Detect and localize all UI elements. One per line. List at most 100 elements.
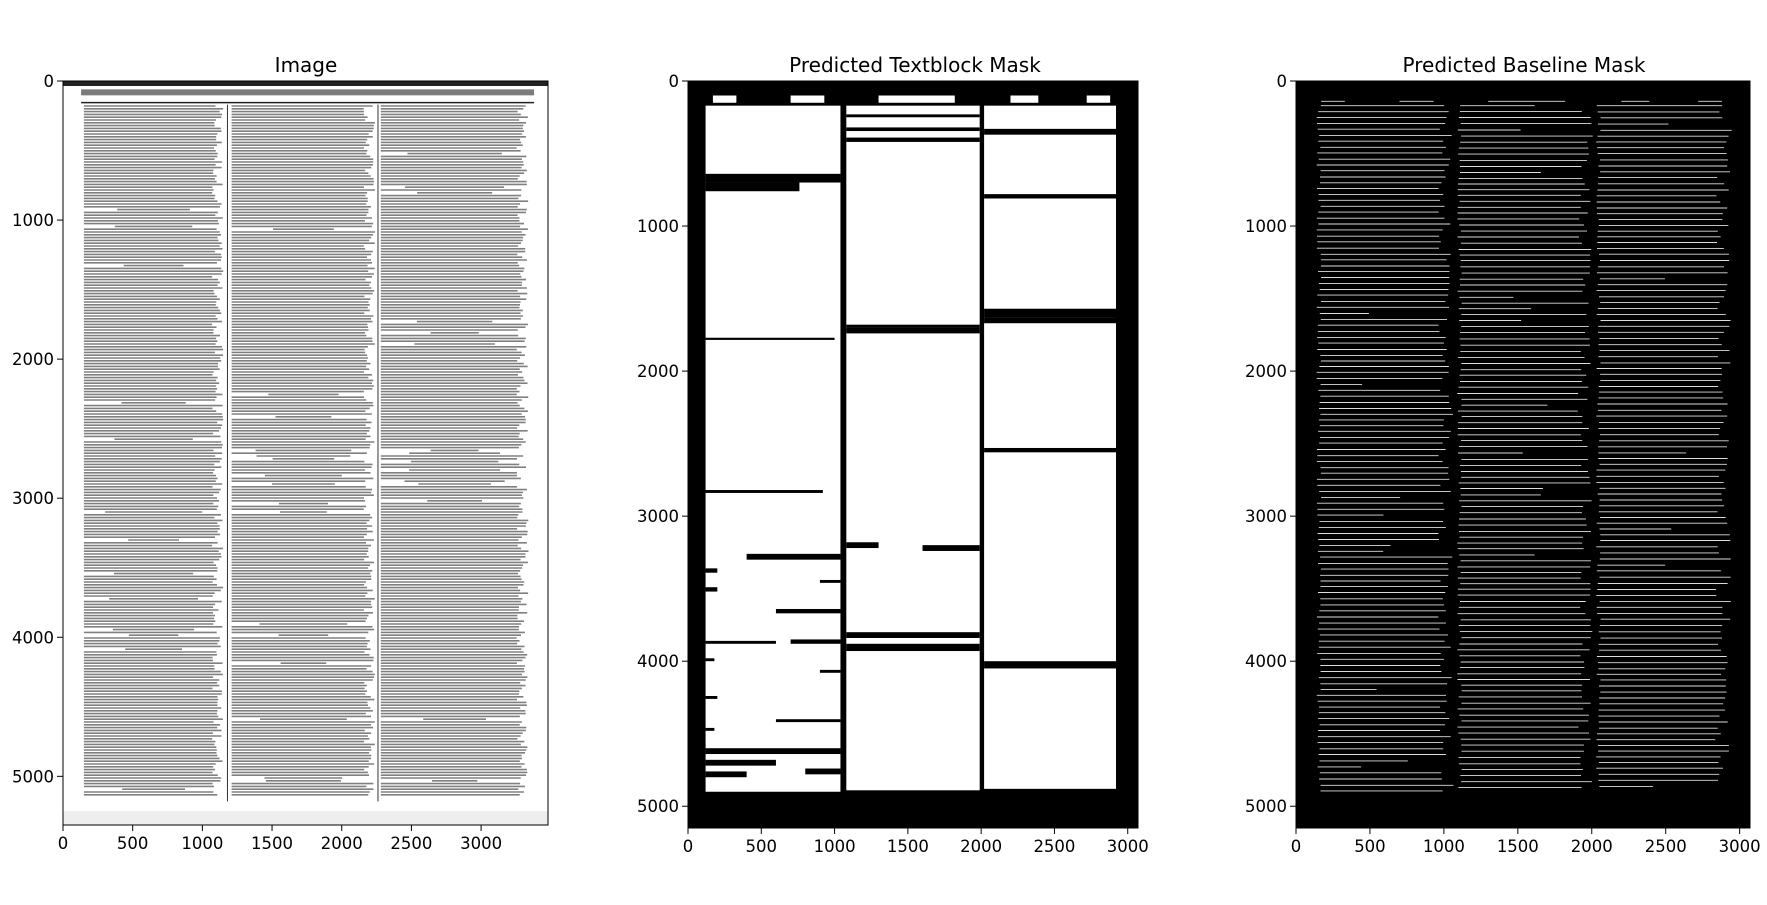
scan-text-column [231,105,376,796]
x-tick-label: 1500 [251,834,293,853]
mask-gap [819,579,841,583]
mask-gap [984,661,1117,669]
mask-gap [705,182,800,192]
x-tick-label: 500 [1354,837,1386,856]
mask-gap [705,658,715,662]
baseline-lines [1596,105,1732,787]
mask-gap [805,768,841,775]
panel-title-baseline-mask: Predicted Baseline Mask [1403,53,1646,77]
y-tick-label: 1000 [1245,217,1287,236]
y-tick-label: 4000 [1245,652,1287,671]
x-tick-label: 1000 [181,834,223,853]
mask-gap [819,669,841,673]
x-tick-label: 1500 [887,837,929,856]
y-tick-label: 2000 [12,350,54,369]
y-tick-label: 4000 [637,652,679,671]
header-block [1086,95,1111,103]
y-tick-label: 0 [44,72,55,91]
mask-gap [705,568,718,573]
scan-header-rule [81,101,535,104]
mask-gap [846,114,980,118]
mask-gap [922,545,980,551]
axes-image: 0 500 1000 1500 2000 2500 3000 0 1000 2000 3000 400… [12,72,549,853]
panel-baseline-mask: Predicted Baseline Mask 0 500 1000 1500 2000… [1245,53,1761,856]
y-tick-label: 1000 [12,211,54,230]
mask-gap [705,759,776,766]
mask-gap [846,542,879,549]
y-tick-label: 2000 [1245,362,1287,381]
scan-text-column [83,105,224,796]
baseline-lines [1316,105,1454,792]
header-block [1010,95,1039,103]
panel-image: Image 0 500 1000 1500 2000 2500 3000 0 1000 2000 3… [12,53,549,853]
column-2-block [846,105,980,791]
mask-gap [846,324,980,328]
mask-gap [984,447,1117,453]
scan-text-column [380,105,529,796]
mask-gap [746,553,841,560]
mask-gap [705,587,718,592]
mask-gap [705,771,747,778]
column-3-block [984,105,1117,789]
scan-top-edge [63,81,548,86]
mask-gap [846,632,980,638]
y-tick-label: 5000 [12,767,54,786]
x-tick-label: 2500 [1033,837,1075,856]
x-tick-label: 1000 [814,837,856,856]
y-tick-label: 4000 [12,628,54,647]
header-block [712,95,737,103]
textblock-mask [688,81,1138,828]
axes-frame [1295,80,1751,829]
baseline-lines [1457,105,1593,789]
mask-gap [846,137,980,142]
x-tick-label: 3000 [1719,837,1761,856]
axes-frame [62,80,549,826]
y-tick-label: 2000 [637,362,679,381]
mask-gap [705,337,835,340]
x-tick-label: 3000 [1107,837,1149,856]
y-tick-label: 3000 [1245,507,1287,526]
y-tick-label: 1000 [637,217,679,236]
x-tick-label: 2000 [960,837,1002,856]
mask-gap [846,643,980,652]
mask-gap [705,696,718,699]
mask-gap [775,608,841,614]
x-tick-label: 500 [746,837,778,856]
x-tick-label: 2500 [1645,837,1687,856]
mask-gap [790,639,841,644]
mask-gap [705,640,776,644]
mask-gap [775,719,841,723]
x-tick-label: 1000 [1423,837,1465,856]
scan-bottom-edge [63,811,548,825]
axes-baseline-mask: 0 500 1000 1500 2000 2500 3000 0 1000 2000 3000 400… [1245,72,1761,856]
mask-gap [984,317,1117,324]
x-tick-label: 3000 [460,834,502,853]
y-tick-label: 3000 [637,507,679,526]
x-tick-label: 0 [58,834,69,853]
x-tick-label: 2500 [390,834,432,853]
mask-gap [705,490,823,493]
header-block [790,95,825,103]
baseline-mask [1296,81,1750,828]
mask-gap [846,327,980,334]
axes-frame [687,80,1139,829]
x-tick-label: 1500 [1497,837,1539,856]
header-block [878,95,955,103]
panel-title-textblock-mask: Predicted Textblock Mask [789,53,1041,77]
newspaper-scan [63,81,548,825]
x-tick-label: 2000 [1571,837,1613,856]
x-tick-label: 2000 [321,834,363,853]
x-tick-label: 0 [1291,837,1302,856]
x-tick-label: 500 [117,834,149,853]
y-tick-label: 3000 [12,489,54,508]
y-tick-label: 0 [669,72,680,91]
mask-gap [984,194,1117,199]
panel-textblock-mask: Predicted Textblock Mask 0 500 1000 1500 200… [637,53,1149,856]
mask-gap [984,128,1117,135]
panel-title-image: Image [275,53,338,77]
y-tick-label: 5000 [637,797,679,816]
y-tick-label: 0 [1277,72,1288,91]
mask-gap [705,727,715,731]
x-tick-label: 0 [683,837,694,856]
